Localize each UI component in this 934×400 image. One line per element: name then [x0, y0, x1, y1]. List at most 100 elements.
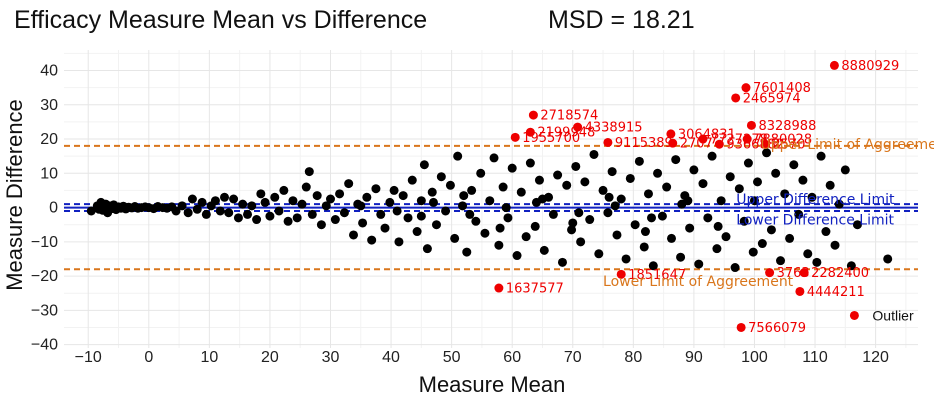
- outlier-label: 2199948: [537, 126, 595, 141]
- legend-outlier-label: Outlier: [872, 307, 914, 323]
- data-point: [825, 180, 835, 190]
- data-point: [441, 206, 451, 216]
- data-point: [86, 206, 96, 216]
- data-point: [812, 257, 822, 267]
- data-point: [713, 221, 723, 231]
- outlier-label: 9115389: [615, 136, 673, 151]
- x-tick-label: 80: [624, 349, 642, 366]
- data-point: [283, 216, 293, 226]
- x-tick-label: 60: [503, 349, 521, 366]
- outlier-point: [528, 110, 538, 120]
- data-point: [489, 153, 499, 163]
- data-point: [594, 249, 604, 259]
- data-point: [530, 221, 540, 231]
- data-point: [762, 148, 772, 158]
- data-point: [480, 228, 490, 238]
- data-point: [385, 197, 395, 207]
- data-point: [739, 216, 749, 226]
- data-point: [177, 201, 187, 211]
- data-point: [694, 259, 704, 269]
- data-point: [431, 220, 441, 230]
- outlier-label: 4444211: [807, 285, 865, 300]
- x-axis-title: Measure Mean: [419, 372, 566, 397]
- data-point: [274, 206, 284, 216]
- data-point: [676, 252, 686, 262]
- data-point: [846, 261, 856, 271]
- data-point: [201, 209, 211, 219]
- data-point: [292, 213, 302, 223]
- x-tick-label: 110: [802, 349, 828, 366]
- y-tick-label: 40: [40, 63, 58, 80]
- data-point: [458, 201, 468, 211]
- x-axis-ticks: −10 0 10 20 30 40 50 60 70 80 90 100 110 120: [75, 349, 889, 366]
- data-point: [256, 189, 266, 199]
- data-point: [625, 173, 635, 183]
- data-point: [215, 206, 225, 216]
- x-tick-label: 90: [685, 349, 703, 366]
- x-tick-label: 100: [741, 349, 768, 366]
- data-point: [607, 167, 617, 177]
- outlier-label: 3064831: [678, 127, 736, 142]
- data-point: [450, 233, 460, 243]
- data-point: [362, 192, 372, 202]
- data-point: [243, 209, 253, 219]
- data-point: [321, 201, 331, 211]
- y-tick-label: 30: [40, 97, 58, 114]
- y-axis-ticks: −40 −30 −20 −10 0 10 20 30 40: [31, 63, 58, 354]
- data-point: [507, 163, 517, 173]
- data-point: [335, 189, 345, 199]
- data-point: [498, 182, 508, 192]
- data-point: [821, 227, 831, 237]
- outlier-point: [829, 60, 839, 70]
- data-point: [574, 208, 584, 218]
- data-point: [501, 203, 511, 213]
- data-point: [467, 185, 477, 195]
- data-point: [279, 185, 289, 195]
- outlier-label: 8880929: [841, 59, 899, 74]
- outlier-label: 1851647: [628, 268, 686, 283]
- data-point: [210, 196, 220, 206]
- data-point: [548, 209, 558, 219]
- data-point: [288, 196, 298, 206]
- data-point: [834, 199, 844, 209]
- y-tick-label: 20: [40, 131, 58, 148]
- data-point: [576, 237, 586, 247]
- data-point: [640, 227, 650, 237]
- data-point: [685, 223, 695, 233]
- data-point: [192, 204, 202, 214]
- data-point: [229, 194, 239, 204]
- data-point: [634, 156, 644, 166]
- outlier-label: 2465974: [743, 91, 801, 106]
- outlier-point: [795, 286, 805, 296]
- outlier-label: 7566079: [748, 321, 806, 336]
- data-points: [86, 148, 893, 273]
- x-tick-label: 20: [261, 349, 279, 366]
- data-point: [512, 251, 522, 261]
- data-point: [403, 213, 413, 223]
- data-point: [789, 160, 799, 170]
- data-point: [459, 191, 469, 201]
- x-tick-label: 70: [564, 349, 582, 366]
- data-point: [653, 168, 663, 178]
- data-point: [707, 151, 717, 161]
- data-point: [794, 209, 804, 219]
- y-tick-label: −40: [31, 337, 58, 354]
- data-point: [252, 215, 262, 225]
- outlier-label: 2718574: [540, 109, 598, 124]
- data-point: [367, 235, 377, 245]
- outlier-label: 2282400: [811, 266, 869, 281]
- data-point: [757, 239, 767, 249]
- data-point: [766, 225, 776, 235]
- data-point: [301, 182, 311, 192]
- data-point: [380, 223, 390, 233]
- data-point: [616, 194, 626, 204]
- outlier-point: [603, 137, 613, 147]
- data-point: [610, 201, 620, 211]
- data-point: [416, 196, 426, 206]
- data-point: [743, 158, 753, 168]
- data-point: [553, 170, 563, 180]
- data-point: [816, 151, 826, 161]
- outlier-label: 1637577: [506, 282, 564, 297]
- data-point: [247, 201, 257, 211]
- outlier-point: [741, 83, 751, 93]
